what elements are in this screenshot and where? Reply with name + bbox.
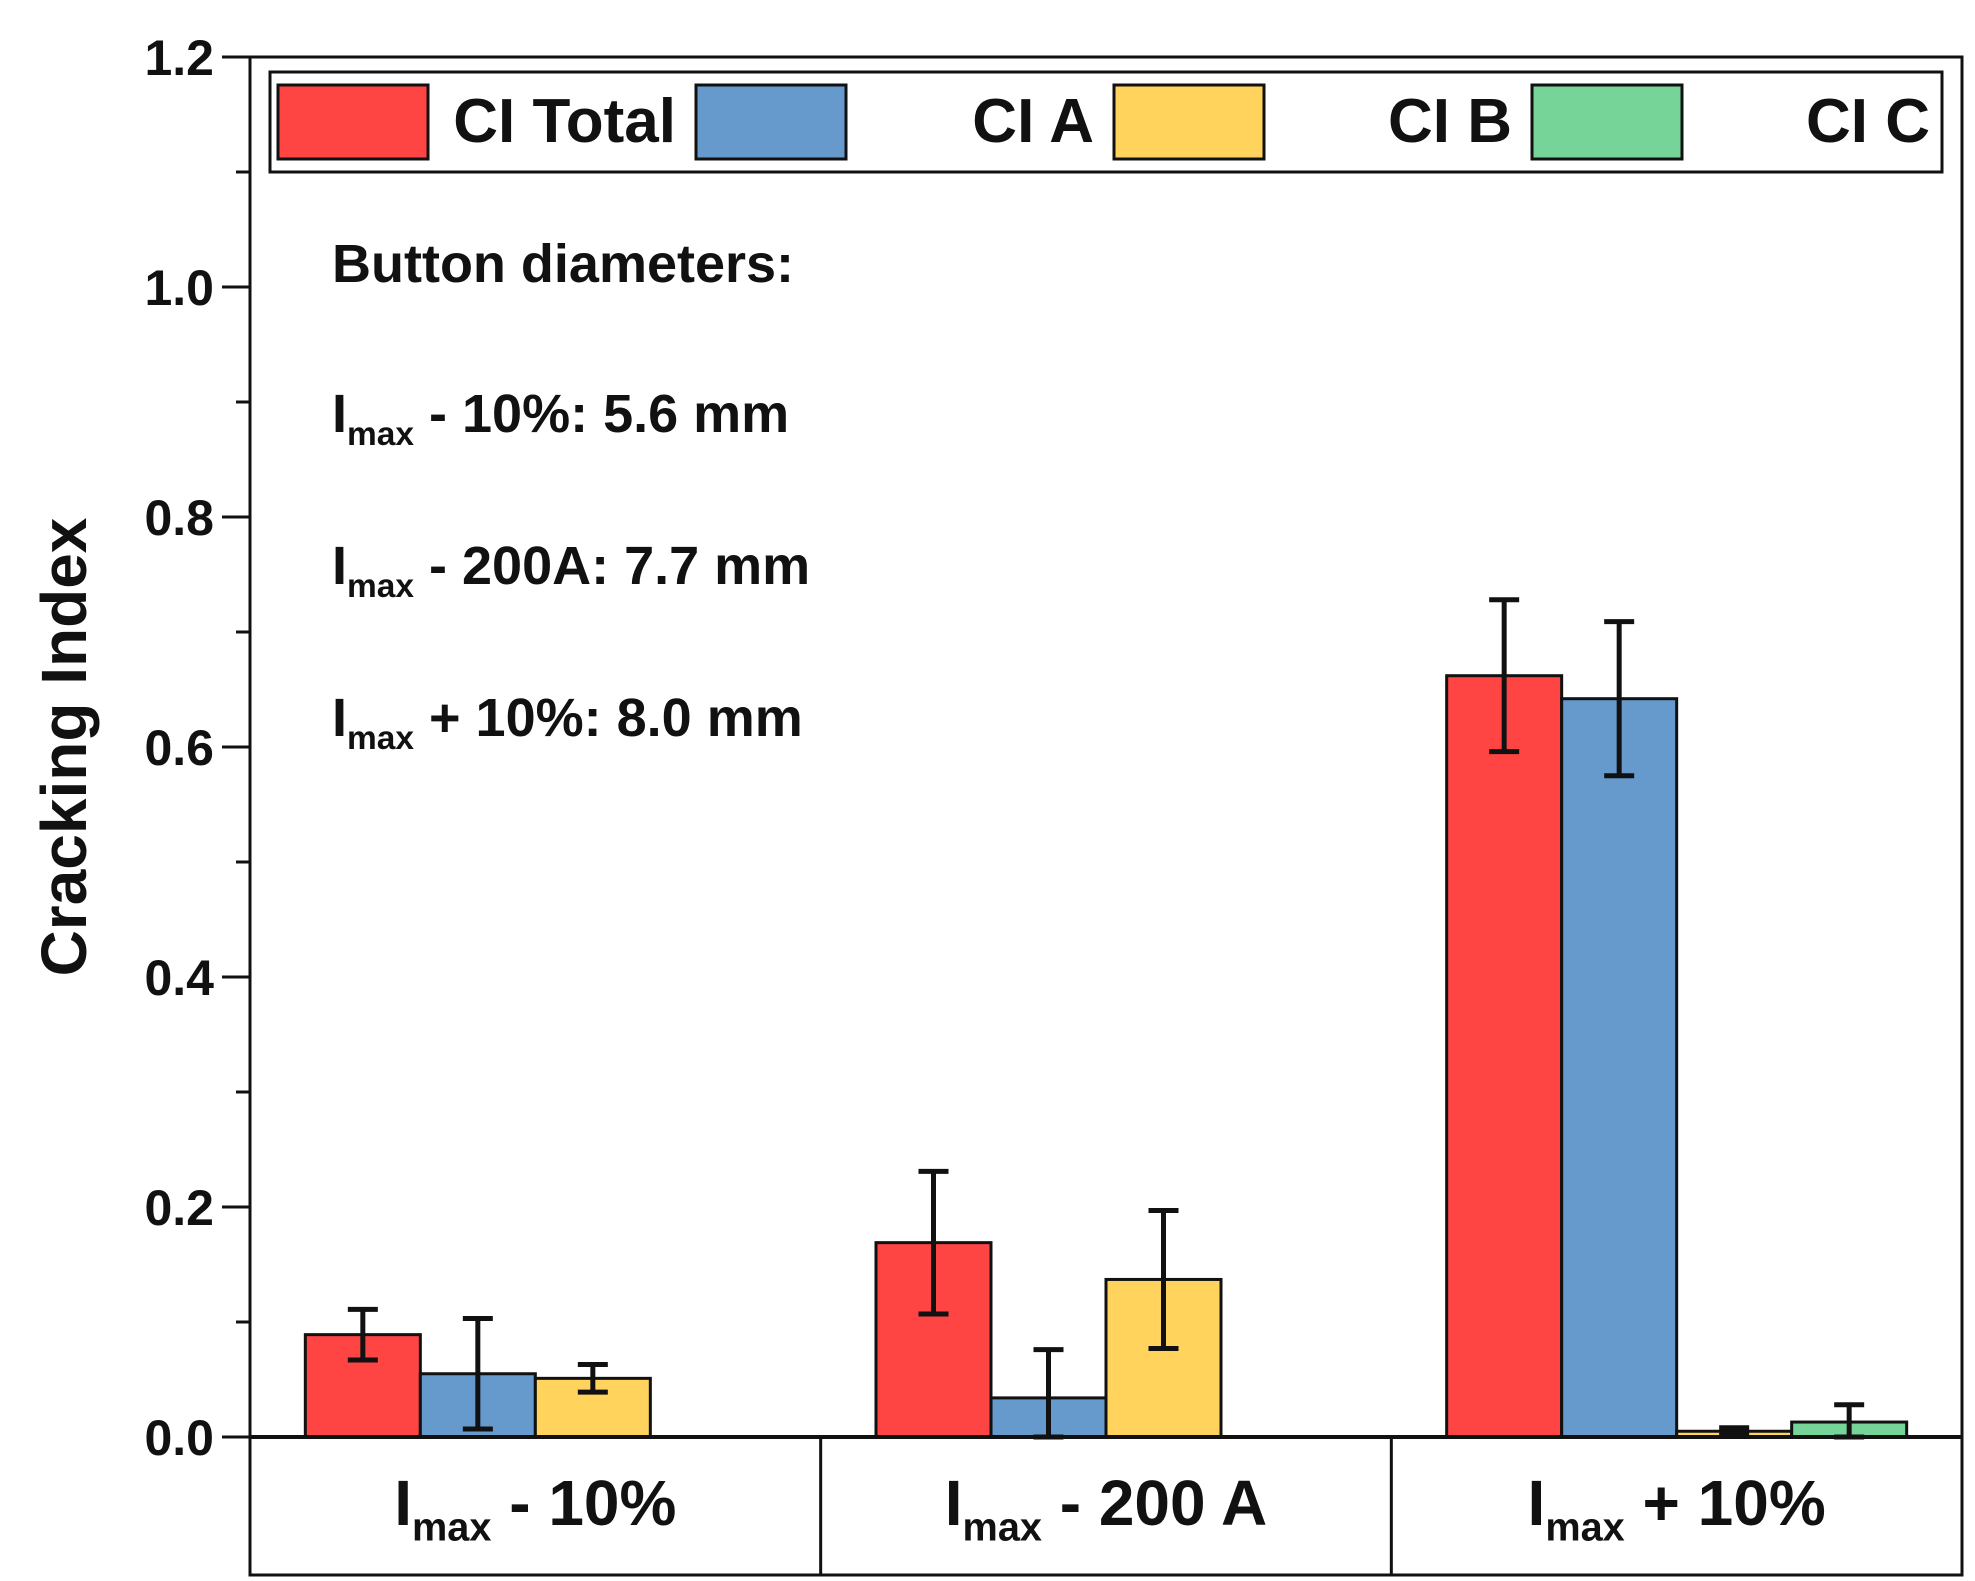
annotation-title: Button diameters: (332, 234, 794, 294)
annotation-line: Imax - 200A: 7.7 mm (332, 536, 810, 605)
y-tick-label: 0.4 (144, 950, 214, 1006)
annotation-line: Imax - 10%: 5.6 mm (332, 384, 789, 453)
legend-label: CI B (1388, 87, 1512, 156)
bar (1445, 674, 1564, 1439)
y-tick-label: 0.0 (144, 1410, 214, 1466)
plot-frame (248, 55, 1964, 1577)
x-category-label: Imax + 10% (1528, 1467, 1826, 1549)
annotation-box: Button diameters: Imax - 10%: 5.6 mm Imax … (332, 234, 810, 757)
y-tick-label: 1.0 (144, 260, 214, 316)
legend-swatch (1112, 83, 1266, 161)
y-tick-label: 0.8 (144, 490, 214, 546)
bar (1560, 697, 1679, 1439)
y-tick-label: 0.2 (144, 1180, 214, 1236)
legend-label: CI A (972, 87, 1094, 156)
legend: CI Total CI A CI B CI C (268, 70, 1944, 174)
legend-label: CI C (1806, 87, 1930, 156)
legend-swatch (1530, 83, 1684, 161)
x-category-label: Imax - 10% (394, 1467, 676, 1549)
legend-label: CI Total (453, 87, 676, 156)
y-tick-label: 0.6 (144, 720, 214, 776)
y-axis: 0.0 0.2 0.4 0.6 0.8 1.0 1.2 (144, 30, 250, 1466)
x-category-label: Imax - 200 A (945, 1467, 1267, 1549)
legend-swatch (276, 83, 430, 161)
plot-border (248, 55, 1964, 1577)
legend-swatch (694, 83, 848, 161)
annotation-line: Imax + 10%: 8.0 mm (332, 688, 803, 757)
y-axis-label: Cracking Index (28, 517, 100, 976)
y-tick-label: 1.2 (144, 30, 214, 86)
x-axis-categories: Imax - 10% Imax - 200 A Imax + 10% (394, 1467, 1826, 1549)
